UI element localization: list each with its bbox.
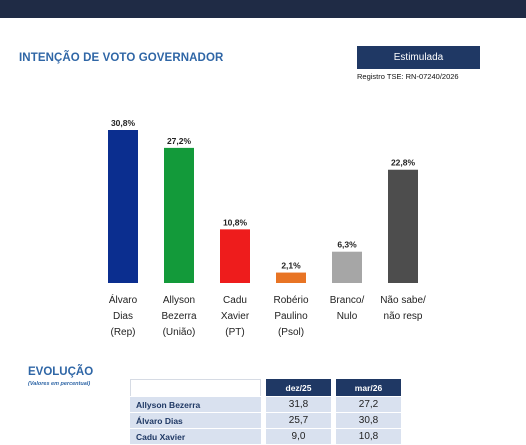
bar-value-label: 30,8%	[111, 118, 136, 128]
candidate-name: Álvaro Dias	[130, 412, 261, 428]
bar	[332, 251, 362, 283]
bar-value-label: 6,3%	[337, 240, 357, 250]
bar-chart: 30,8% Álvaro Dias (Rep) 27,2% Allyson Bezerra (…	[108, 118, 426, 338]
chart-title: INTENÇÃO DE VOTO GOVERNADOR	[19, 52, 224, 64]
category-label: Cadu	[223, 295, 247, 306]
evolucao-col-header: mar/26	[331, 379, 401, 396]
registro-tse: Registro TSE: RN-07240/2026	[357, 72, 459, 81]
bar-value-label: 10,8%	[223, 217, 248, 227]
category-label: Não sabe/	[380, 295, 426, 306]
table-row: Allyson Bezerra 31,8 27,2	[130, 396, 411, 412]
evolucao-header-blank	[130, 379, 261, 396]
bar-value-label: 27,2%	[167, 136, 192, 146]
table-row: Cadu Xavier 9,0 10,8	[130, 428, 411, 444]
evolucao-header-row: dez/25 mar/26	[130, 379, 411, 396]
evolucao-table: dez/25 mar/26 Allyson Bezerra 31,8 27,2 …	[130, 379, 411, 444]
bar-value-label: 22,8%	[391, 158, 416, 168]
table-cell: 9,0	[261, 428, 331, 444]
candidate-name: Allyson Bezerra	[130, 396, 261, 412]
candidate-name: Cadu Xavier	[130, 428, 261, 444]
category-label: Allyson	[163, 295, 195, 306]
table-row: Álvaro Dias 25,7 30,8	[130, 412, 411, 428]
top-bar	[0, 0, 526, 18]
category-label: Dias	[113, 311, 133, 322]
category-label: (PT)	[225, 327, 244, 338]
evolucao-title: EVOLUÇÃO	[28, 366, 94, 378]
bar	[276, 272, 306, 283]
category-label: Paulino	[274, 311, 308, 322]
category-label: Bezerra	[161, 311, 196, 322]
bar	[220, 229, 250, 283]
category-label: Álvaro	[109, 293, 138, 306]
table-cell: 31,8	[261, 396, 331, 412]
category-label: Robério	[273, 295, 308, 306]
category-label: (Rep)	[110, 327, 135, 338]
bar-value-label: 2,1%	[281, 261, 301, 271]
category-label: não resp	[384, 311, 423, 322]
bar	[164, 147, 194, 283]
evolucao-subtitle: (Valores em percentual)	[28, 381, 91, 387]
category-label: Nulo	[337, 311, 358, 322]
table-cell: 30,8	[331, 412, 401, 428]
category-label: (União)	[163, 327, 196, 338]
category-label: Branco/	[330, 295, 365, 306]
evolucao-col-header: dez/25	[261, 379, 331, 396]
category-label: (Psol)	[278, 327, 304, 338]
table-cell: 27,2	[331, 396, 401, 412]
table-cell: 10,8	[331, 428, 401, 444]
table-cell: 25,7	[261, 412, 331, 428]
bar	[388, 169, 418, 283]
bar	[108, 130, 138, 283]
category-label: Xavier	[221, 311, 250, 322]
estimulada-badge: Estimulada	[357, 46, 480, 69]
